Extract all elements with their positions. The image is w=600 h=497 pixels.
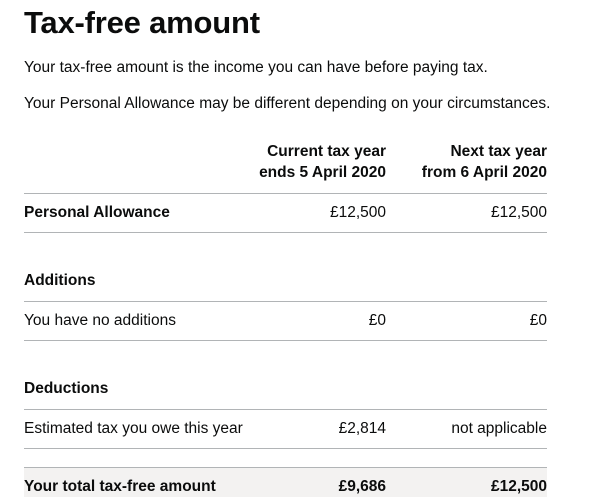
total-label: Your total tax-free amount <box>24 478 216 495</box>
additions-section-row: Additions <box>24 233 547 302</box>
intro-text: Your tax-free amount is the income you c… <box>24 59 488 76</box>
additions-current: £0 <box>368 312 386 329</box>
deductions-heading: Deductions <box>24 380 109 397</box>
personal-allowance-label: Personal Allowance <box>24 204 170 221</box>
personal-allowance-row: Personal Allowance £12,500 £12,500 <box>24 194 547 233</box>
tax-free-amount-table: Current tax year ends 5 April 2020 Next … <box>24 140 547 497</box>
deductions-current: £2,814 <box>338 420 386 437</box>
additions-next: £0 <box>529 312 547 329</box>
total-next: £12,500 <box>490 478 547 495</box>
header-current-tax-year: Current tax year ends 5 April 2020 <box>252 140 386 194</box>
header-next-line1: Next tax year <box>450 143 547 160</box>
header-blank-cell <box>24 140 252 194</box>
deductions-label: Estimated tax you owe this year <box>24 420 243 437</box>
header-current-line2: ends 5 April 2020 <box>259 164 386 181</box>
additions-row: You have no additions £0 £0 <box>24 302 547 341</box>
table-spacer-row <box>24 449 547 468</box>
deductions-section-row: Deductions <box>24 341 547 410</box>
deductions-row: Estimated tax you owe this year £2,814 n… <box>24 410 547 449</box>
total-current: £9,686 <box>338 478 386 495</box>
deductions-next: not applicable <box>451 420 547 437</box>
page-title: Tax-free amount <box>24 5 260 40</box>
table-header-row: Current tax year ends 5 April 2020 Next … <box>24 140 547 194</box>
additions-heading: Additions <box>24 272 96 289</box>
header-next-tax-year: Next tax year from 6 April 2020 <box>386 140 547 194</box>
personal-allowance-note: Your Personal Allowance may be different… <box>24 95 551 112</box>
total-row: Your total tax-free amount £9,686 £12,50… <box>24 467 547 497</box>
header-current-line1: Current tax year <box>267 143 386 160</box>
header-next-line2: from 6 April 2020 <box>421 164 547 181</box>
additions-label: You have no additions <box>24 312 176 329</box>
personal-allowance-current: £12,500 <box>329 204 386 221</box>
personal-allowance-next: £12,500 <box>490 204 547 221</box>
